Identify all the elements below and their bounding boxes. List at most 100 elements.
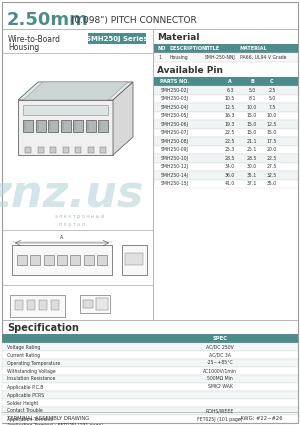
Text: -25~+85°C: -25~+85°C (207, 360, 233, 366)
Text: Housing: Housing (8, 42, 39, 51)
Text: 5.0: 5.0 (268, 96, 276, 101)
Bar (154, 111, 298, 120)
Bar (154, 154, 298, 162)
Text: 34.0: 34.0 (225, 164, 235, 169)
Text: п о р т а л: п о р т а л (59, 221, 85, 227)
Text: ROHS/WEEE: ROHS/WEEE (206, 408, 234, 414)
Text: 36.0: 36.0 (225, 173, 235, 178)
Bar (25, 147, 31, 153)
Text: 21.1: 21.1 (247, 139, 257, 144)
Bar (154, 94, 298, 103)
Text: AWG: #22~#26: AWG: #22~#26 (240, 416, 283, 422)
Text: 19.3: 19.3 (225, 122, 235, 127)
Bar (44, 255, 54, 265)
Text: 28.5: 28.5 (225, 156, 235, 161)
Text: FET025J (101 page): FET025J (101 page) (197, 416, 243, 422)
Bar (75, 147, 81, 153)
Text: 12.5: 12.5 (225, 105, 235, 110)
Bar (48, 120, 58, 132)
Text: 15.0: 15.0 (247, 113, 257, 118)
Text: Application Terminal : FET025J (191 page): Application Terminal : FET025J (191 page… (7, 422, 103, 425)
Bar (2, 375, 298, 383)
Bar (35, 120, 46, 132)
Text: MATERIAL: MATERIAL (240, 46, 268, 51)
Text: A: A (228, 79, 232, 84)
Text: SMH250-05J: SMH250-05J (161, 113, 189, 118)
Bar (154, 179, 298, 188)
Bar (96, 298, 108, 310)
Text: Solder Height: Solder Height (7, 400, 38, 405)
Text: 22.5: 22.5 (225, 139, 235, 144)
Text: 20.0: 20.0 (267, 147, 277, 152)
Text: Voltage Rating: Voltage Rating (7, 345, 40, 349)
Text: SMH-250-NNJ: SMH-250-NNJ (205, 55, 236, 60)
Bar (154, 53, 298, 62)
Text: Applicable P.C.B: Applicable P.C.B (7, 385, 44, 389)
Text: 1: 1 (158, 55, 161, 60)
Bar (154, 44, 298, 53)
Bar (122, 245, 147, 275)
Text: PA66, UL94 V Grade: PA66, UL94 V Grade (240, 55, 286, 60)
Text: 6.3: 6.3 (226, 88, 234, 93)
Bar (57, 255, 67, 265)
Text: SMH250-04J: SMH250-04J (161, 105, 189, 110)
Text: SMH250-08J: SMH250-08J (161, 139, 189, 144)
Text: Withstanding Voltage: Withstanding Voltage (7, 368, 56, 374)
Text: NO: NO (158, 46, 166, 51)
Text: 15.0: 15.0 (247, 130, 257, 135)
Text: SMH250-10J: SMH250-10J (161, 156, 189, 161)
Text: SMH250-15J: SMH250-15J (161, 181, 189, 186)
Text: B: B (250, 79, 254, 84)
Text: 2.5: 2.5 (268, 88, 276, 93)
Text: 27.5: 27.5 (267, 164, 277, 169)
Text: 10.0: 10.0 (267, 113, 277, 118)
Text: TITLE: TITLE (205, 46, 220, 51)
Text: 22.5: 22.5 (225, 130, 235, 135)
Bar (61, 120, 70, 132)
Text: A: A (60, 235, 64, 240)
Text: 28.5: 28.5 (247, 156, 257, 161)
Text: 10.0: 10.0 (247, 105, 257, 110)
Bar (97, 255, 107, 265)
Bar (2, 391, 298, 399)
Bar (154, 128, 298, 137)
Bar (30, 255, 40, 265)
Text: SMH250-12J: SMH250-12J (161, 164, 189, 169)
Text: э л е к т р о н н ы й: э л е к т р о н н ы й (55, 213, 105, 218)
Text: SMH250-02J: SMH250-02J (161, 88, 189, 93)
Text: 5.0: 5.0 (248, 88, 256, 93)
Text: SMH250-07J: SMH250-07J (161, 130, 189, 135)
Text: 16.3: 16.3 (225, 113, 235, 118)
Bar (80, 295, 110, 313)
Text: 10.5: 10.5 (225, 96, 235, 101)
Bar (51, 300, 59, 310)
Text: 37.1: 37.1 (247, 181, 257, 186)
Text: 7.5: 7.5 (268, 105, 276, 110)
Bar (84, 255, 94, 265)
Text: 500MΩ Min: 500MΩ Min (207, 377, 233, 382)
Text: Contact Trouble: Contact Trouble (7, 408, 43, 414)
Text: AC1000V/1min: AC1000V/1min (203, 368, 237, 374)
Bar (27, 300, 35, 310)
Bar (88, 33, 146, 44)
Bar (12, 245, 112, 275)
Text: SPEC: SPEC (212, 336, 227, 341)
Text: 12.5: 12.5 (267, 122, 277, 127)
Text: Wire-to-Board: Wire-to-Board (8, 34, 61, 43)
Bar (125, 253, 143, 265)
Text: Current Rating: Current Rating (7, 352, 40, 357)
Bar (62, 147, 68, 153)
Bar (85, 120, 95, 132)
Bar (2, 415, 298, 423)
Text: DESCRIPTION: DESCRIPTION (170, 46, 207, 51)
Text: Specification: Specification (7, 323, 79, 333)
Bar (154, 137, 298, 145)
Bar (154, 103, 298, 111)
Bar (2, 367, 298, 375)
Bar (154, 86, 298, 94)
Text: SMH250-03J: SMH250-03J (161, 96, 189, 101)
Text: C: C (270, 79, 274, 84)
Text: SMK2 WAK: SMK2 WAK (208, 385, 233, 389)
Bar (18, 100, 113, 155)
Text: 35.0: 35.0 (267, 181, 277, 186)
